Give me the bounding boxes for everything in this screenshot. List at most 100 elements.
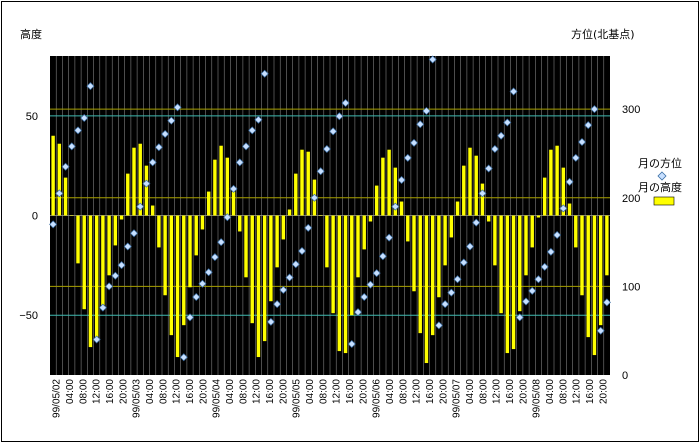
altitude-bar — [219, 145, 223, 216]
altitude-bar — [250, 215, 254, 324]
y-left-tick-label: 50 — [26, 111, 38, 123]
azimuth-marker — [304, 223, 313, 232]
azimuth-marker — [254, 115, 263, 124]
azimuth-marker — [553, 230, 562, 239]
x-tick-label: 16:00 — [505, 379, 516, 404]
azimuth-marker — [179, 353, 188, 362]
altitude-bar — [132, 147, 136, 216]
x-tick-label: 12:00 — [412, 379, 423, 404]
altitude-bar — [424, 215, 429, 364]
altitude-bar — [399, 201, 404, 216]
altitude-bar — [574, 215, 578, 248]
altitude-bar — [76, 215, 80, 264]
altitude-bar — [157, 215, 161, 248]
azimuth-marker — [329, 127, 338, 136]
x-tick-label: 20:00 — [278, 379, 289, 404]
azimuth-marker — [509, 87, 518, 96]
altitude-bar — [530, 215, 534, 248]
altitude-bar — [412, 215, 416, 292]
azimuth-marker — [565, 177, 574, 186]
altitude-bar — [281, 215, 286, 240]
altitude-bar — [318, 215, 323, 216]
x-tick-label: 04:00 — [545, 379, 556, 404]
altitude-bar — [94, 215, 99, 342]
azimuth-marker — [310, 193, 319, 202]
altitude-bar — [163, 215, 167, 296]
altitude-bar — [549, 149, 553, 216]
altitude-bar — [113, 215, 118, 246]
azimuth-marker — [235, 158, 244, 167]
altitude-bar — [275, 215, 279, 268]
altitude-bar — [580, 215, 584, 296]
x-tick-label: 20:00 — [438, 379, 449, 404]
x-tick-label: 99/05/02 — [52, 379, 63, 418]
altitude-bar — [518, 215, 522, 312]
y-left-ticks: 50 0 −50 — [19, 111, 38, 322]
altitude-bar — [300, 149, 304, 216]
y-right-ticks: 300 200 100 0 — [622, 104, 640, 382]
azimuth-marker — [434, 321, 443, 330]
y-left-axis-label: 高度 — [20, 27, 42, 41]
azimuth-marker — [298, 246, 306, 255]
altitude-bar — [430, 215, 435, 336]
altitude-bar — [88, 215, 93, 348]
azimuth-marker — [515, 313, 524, 322]
azimuth-marker — [596, 326, 605, 335]
altitude-bar — [586, 215, 590, 338]
altitude-bar — [51, 135, 55, 216]
x-tick-label: 12:00 — [332, 379, 343, 404]
altitude-bar — [468, 147, 472, 216]
x-tick-label: 08:00 — [558, 379, 569, 404]
x-tick-label: 16:00 — [265, 379, 276, 404]
altitude-bar — [231, 191, 236, 216]
horizontal-reference-lines — [50, 108, 610, 316]
azimuth-marker — [559, 204, 568, 213]
azimuth-markers — [49, 55, 611, 362]
y-right-tick-label: 0 — [622, 370, 628, 382]
altitude-bar — [337, 215, 342, 352]
y-right-tick-label: 200 — [622, 193, 640, 205]
x-tick-label: 16:00 — [105, 379, 116, 404]
azimuth-marker — [273, 300, 282, 309]
altitude-bar — [437, 215, 441, 298]
y-right-tick-label: 100 — [622, 281, 640, 293]
x-tick-label: 12:00 — [92, 379, 103, 404]
altitude-bar — [356, 215, 360, 278]
azimuth-marker — [441, 300, 450, 309]
azimuth-marker — [198, 279, 207, 288]
altitude-bar — [542, 177, 547, 216]
altitude-bar — [107, 215, 111, 276]
azimuth-marker — [248, 126, 257, 135]
azimuth-marker — [229, 184, 238, 193]
y-left-tick-label: 0 — [32, 211, 38, 223]
altitude-bar — [63, 177, 68, 216]
azimuth-marker — [584, 121, 593, 130]
azimuth-marker — [111, 271, 120, 280]
altitude-bar — [331, 215, 335, 314]
altitude-bar — [368, 215, 373, 222]
azimuth-marker — [210, 253, 219, 262]
legend-azimuth-marker — [657, 171, 667, 181]
azimuth-marker — [142, 179, 151, 188]
x-tick-label: 20:00 — [598, 379, 609, 404]
altitude-bar — [194, 215, 198, 256]
azimuth-marker — [266, 317, 275, 326]
x-tick-label: 08:00 — [78, 379, 89, 404]
azimuth-marker — [217, 238, 226, 247]
altitude-bar — [374, 185, 379, 216]
altitude-bar — [406, 215, 410, 242]
altitude-bar — [474, 155, 478, 216]
altitude-bar — [561, 167, 566, 216]
azimuth-marker — [161, 129, 170, 138]
altitude-bar — [350, 215, 354, 316]
x-tick-label: 20:00 — [118, 379, 129, 404]
x-tick-label: 08:00 — [318, 379, 329, 404]
azimuth-marker — [366, 280, 375, 289]
azimuth-marker — [522, 297, 530, 306]
x-tick-label: 12:00 — [172, 379, 183, 404]
x-tick-label: 08:00 — [398, 379, 409, 404]
x-tick-label: 04:00 — [305, 379, 316, 404]
altitude-bar — [182, 215, 186, 326]
